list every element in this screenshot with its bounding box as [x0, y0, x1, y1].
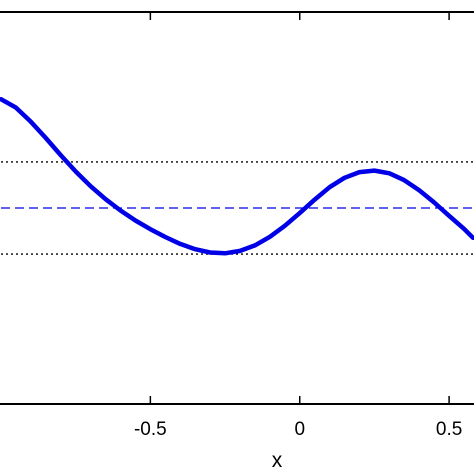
x-tick-label: -0.5 — [134, 419, 167, 440]
reference-lines — [1, 161, 473, 255]
x-tick-label: 0 — [294, 419, 305, 440]
x-tick-label: 0.5 — [436, 419, 462, 440]
x-ticks: -0.5 0 0.5 — [134, 12, 462, 440]
plot-frame — [0, 11, 474, 405]
series-group — [0, 96, 474, 256]
series-line — [0, 96, 474, 256]
x-axis-label: x — [272, 449, 283, 472]
